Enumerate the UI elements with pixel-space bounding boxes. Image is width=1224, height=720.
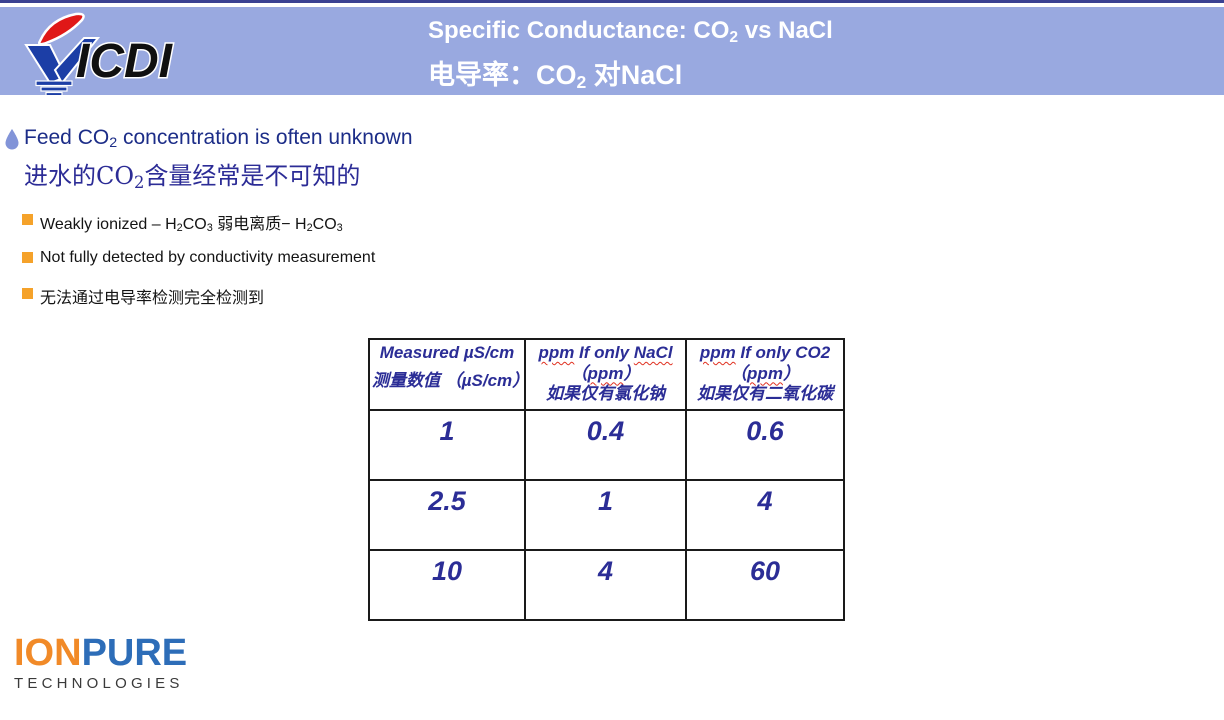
sub-bullet-2: Not fully detected by conductivity measu…: [40, 249, 376, 266]
ionpure-wordmark: IONPURE: [14, 634, 187, 672]
vicdi-logo-icon: ICDI: [24, 12, 175, 97]
table-header-line: ppm If only CO2: [699, 343, 831, 362]
ionpure-pure-text: PURE: [81, 632, 188, 674]
slide-title-zh: 电导率：CO2 对NaCl: [428, 60, 683, 93]
square-bullet-icon: [22, 252, 33, 263]
table-row: 10 4 60: [368, 549, 845, 622]
main-bullet-text-zh: 进水的CO2含量经常是不可知的: [24, 162, 361, 192]
table-cell: 60: [685, 549, 845, 622]
vicdi-logo: ICDI: [10, 11, 200, 97]
table-cell: 2.5: [368, 479, 526, 552]
droplet-bullet-icon: [5, 129, 19, 150]
slide-title-en: Specific Conductance: CO2 vs NaCl: [428, 17, 833, 46]
table-cell: 0.4: [524, 409, 687, 482]
header-bar: ICDI Specific Conductance: CO2 vs NaCl 电…: [0, 7, 1224, 97]
table-header-nacl: ppm If only NaCl （ppm） 如果仅有氯化钠: [524, 337, 687, 412]
table-cell: 4: [524, 549, 687, 622]
table-cell: 0.6: [685, 409, 845, 482]
table-header-line: 如果仅有氯化钠: [546, 384, 665, 404]
square-bullet-icon: [22, 288, 33, 299]
ionpure-ion-text: ION: [14, 632, 82, 674]
table-header-line: 测量数值 （µS/cm）: [372, 370, 530, 390]
table-header-line: 如果仅有二氧化碳: [697, 384, 833, 404]
table-row: 2.5 1 4: [368, 479, 845, 552]
table-header-line: （ppm）: [570, 363, 641, 383]
table-header-line: ppm If only NaCl: [538, 343, 673, 362]
table-cell: 10: [368, 549, 526, 622]
conductance-table: Measured µS/cm 测量数值 （µS/cm） ppm If only …: [368, 337, 845, 622]
table-cell: 1: [524, 479, 687, 552]
technologies-text: TECHNOLOGIES: [14, 675, 184, 692]
logo-stripe-2: [40, 86, 68, 92]
logo-stripe-1: [35, 80, 73, 87]
table-header-line: （ppm）: [730, 363, 800, 383]
table-header-co2: ppm If only CO2 （ppm） 如果仅有二氧化碳: [685, 337, 845, 412]
main-bullet-text-en: Feed CO2 concentration is often unknown: [24, 126, 413, 152]
square-bullet-icon: [22, 214, 33, 225]
table-cell: 1: [368, 409, 526, 482]
logo-stripe-3: [45, 91, 63, 97]
table-row: 1 0.4 0.6: [368, 409, 845, 482]
ionpure-logo: IONPURE TECHNOLOGIES: [14, 634, 187, 692]
table-header-line: Measured µS/cm: [379, 343, 515, 362]
table-header-measured: Measured µS/cm 测量数值 （µS/cm）: [368, 337, 530, 412]
sub-bullet-3: 无法通过电导率检测完全检测到: [40, 290, 265, 307]
table-cell: 4: [685, 479, 845, 552]
sub-bullet-1: Weakly ionized – H2CO3 弱电离质− H2CO3: [40, 216, 343, 235]
logo-brand-text: ICDI: [76, 35, 174, 88]
top-border-line: [0, 0, 1224, 3]
